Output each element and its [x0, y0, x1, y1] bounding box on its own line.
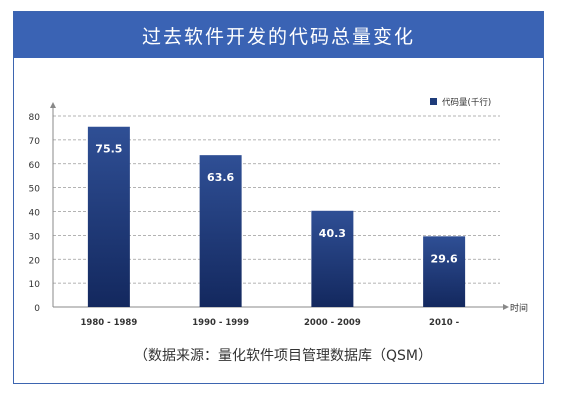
labels: 0 10 20 30 40 50 60 70 80 75.5 1980 - 1989 63.6 1990…: [29, 113, 528, 328]
y-tick-label: 60: [29, 161, 41, 171]
bars: [87, 126, 466, 308]
y-tick-label: 0: [34, 304, 40, 314]
x-axis-title: 时间: [510, 302, 528, 314]
y-tick-label: 20: [29, 256, 41, 266]
x-tick-label: 1990 - 1999: [192, 318, 249, 328]
bar: [199, 155, 242, 307]
x-tick-label: 2010 -: [429, 318, 460, 328]
data-label: 40.3: [319, 227, 346, 240]
x-tick-label: 1980 - 1989: [80, 318, 137, 328]
bar: [423, 236, 466, 307]
y-tick-label: 50: [29, 185, 41, 195]
bar: [311, 210, 354, 307]
title-bar: 过去软件开发的代码总量变化: [14, 12, 543, 58]
x-tick-label: 2000 - 2009: [304, 318, 361, 328]
y-tick-label: 40: [29, 209, 41, 219]
bar: [87, 126, 130, 308]
legend-label: 代码量(千行): [442, 97, 491, 108]
x-axis-arrow: [503, 304, 509, 310]
legend: 代码量(千行): [430, 97, 491, 108]
data-label: 63.6: [207, 171, 234, 184]
y-tick-label: 10: [29, 280, 41, 290]
data-label: 75.5: [95, 143, 122, 156]
source-note: （数据来源：量化软件项目管理数据库（QSM）: [134, 348, 432, 364]
y-axis-arrow: [50, 102, 56, 108]
legend-marker: [430, 98, 437, 105]
chart-title: 过去软件开发的代码总量变化: [141, 25, 415, 48]
data-label: 29.6: [431, 252, 458, 265]
y-tick-label: 70: [29, 137, 41, 147]
y-tick-label: 80: [29, 113, 41, 123]
y-tick-label: 30: [29, 232, 41, 242]
